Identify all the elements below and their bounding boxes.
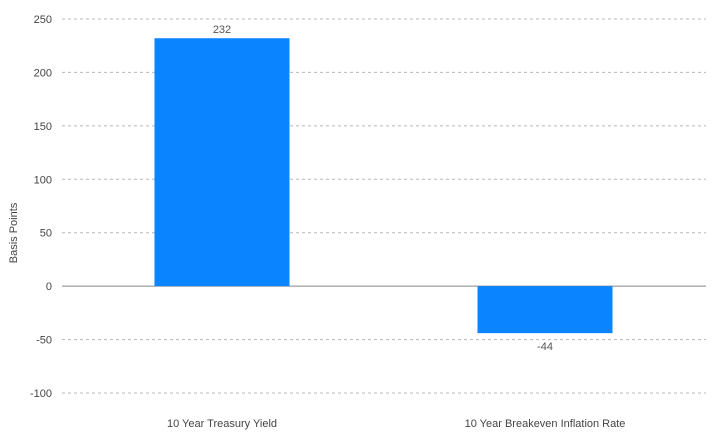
y-tick-label: 0 [46,281,52,293]
y-tick-label: 150 [34,121,52,133]
y-tick-label: 50 [40,228,52,240]
bar-layer [154,38,613,334]
y-tick-label: -100 [30,388,52,400]
data-label: 232 [213,24,231,36]
x-category-label: 10 Year Treasury Yield [167,418,277,430]
data-label: -44 [537,341,553,353]
y-tick-label: -50 [36,335,52,347]
x-category-label: 10 Year Breakeven Inflation Rate [465,418,626,430]
label-layer: 250 200 150 100 50 0 -50 -100 232 10 Year Treasur… [30,14,625,430]
y-tick-label: 250 [34,14,52,26]
bar [477,286,613,334]
y-tick-label: 200 [34,67,52,79]
y-tick-label: 100 [34,174,52,186]
bar [154,38,290,287]
y-axis-title: Basis Points [8,202,20,263]
